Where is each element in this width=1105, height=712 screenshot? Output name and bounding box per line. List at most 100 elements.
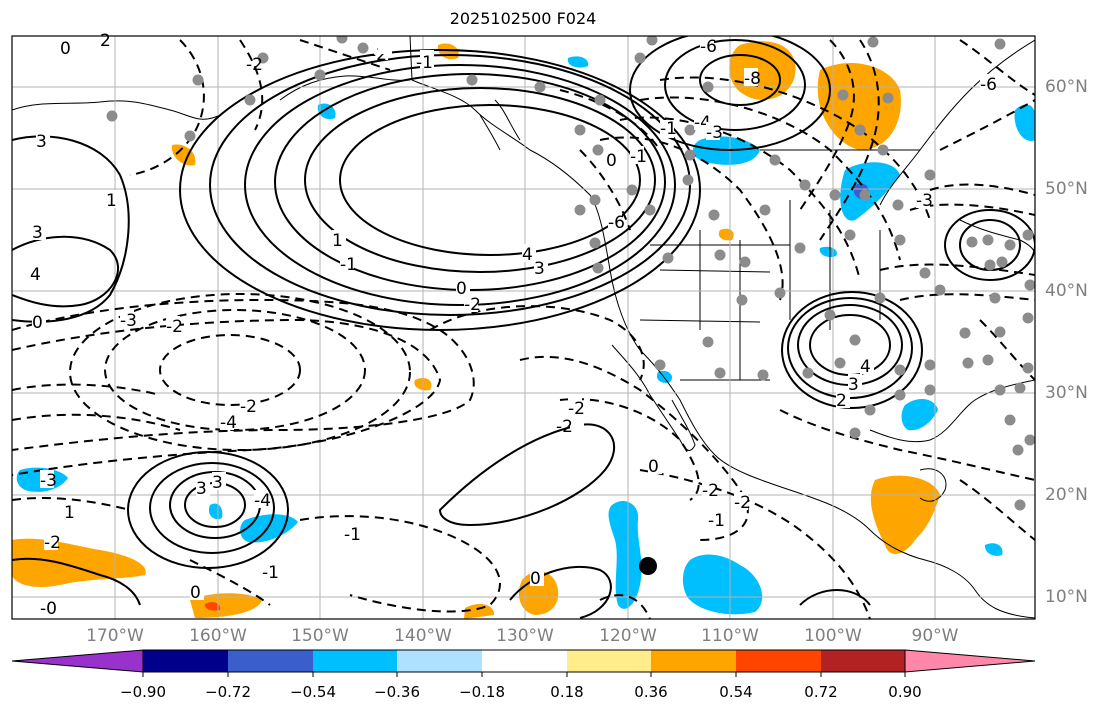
- shade-cyan: [984, 543, 1003, 556]
- colorbar-tick-label: 0.18: [550, 683, 584, 701]
- shade-orange: [12, 538, 146, 587]
- shade-cyan: [1014, 104, 1035, 141]
- colorbar-high-arrow: [904, 649, 1036, 673]
- contour-label: 0: [606, 151, 617, 171]
- contour-label: -1: [660, 119, 677, 139]
- contour-label: -1: [340, 255, 357, 275]
- colorbar-tick-label: 0.36: [634, 683, 668, 701]
- colorbar-bin: [736, 650, 821, 672]
- contour-label: -0: [40, 599, 57, 619]
- contour-label: -2: [44, 533, 61, 553]
- station-dots: [106, 36, 1035, 511]
- longitude-label: 120°W: [599, 626, 657, 646]
- contour-label: 4: [860, 357, 871, 377]
- colorbar-bin: [567, 650, 651, 672]
- map-frame: [11, 35, 1036, 620]
- contour-label: 0: [530, 569, 541, 589]
- contour-label: -2: [568, 399, 585, 419]
- contour-label: 4: [522, 245, 533, 265]
- contour-label: 3: [848, 375, 859, 395]
- colorbar-bin: [397, 650, 482, 672]
- colorbar-bin: [482, 650, 567, 672]
- shade-cyan: [682, 554, 763, 615]
- contour-label: -3: [40, 471, 57, 491]
- contour-label: -1: [416, 53, 433, 73]
- colorbar-low-arrow: [11, 649, 144, 673]
- shade-orange: [729, 41, 796, 100]
- contour-label: -2: [702, 481, 719, 501]
- contour-label: 0: [60, 39, 71, 59]
- shade-cyan: [317, 103, 336, 120]
- shade-cyan: [567, 56, 589, 68]
- shade-orange: [817, 62, 901, 150]
- colorbar: [11, 649, 1036, 677]
- colorbar-tick-label: −0.36: [374, 683, 420, 701]
- contour-label: -4: [254, 491, 271, 511]
- contour-label: 4: [30, 265, 41, 285]
- contour-label: -6: [608, 213, 625, 233]
- latitude-label: 20°N: [1045, 485, 1088, 505]
- contour-labels: 0 2 -1 -2 3 1 4 3 0 1 4 3 -3 -2 0 -6 -6 …: [30, 31, 997, 619]
- negative-contours: [12, 39, 1035, 619]
- contour-label: -6: [700, 37, 717, 57]
- latitude-label: 30°N: [1045, 383, 1088, 403]
- colorbar-tick-label: 0.54: [719, 683, 753, 701]
- contour-label: -4: [220, 413, 237, 433]
- latitude-label: 50°N: [1045, 179, 1088, 199]
- longitude-label: 170°W: [86, 626, 144, 646]
- highlight-station: [639, 557, 657, 575]
- colorbar-tick-label: −0.72: [205, 683, 251, 701]
- contour-label: 1: [64, 503, 75, 523]
- shade-orange: [464, 604, 495, 619]
- contour-label: 0: [456, 279, 467, 299]
- contour-label: 3: [534, 259, 545, 279]
- shade-cyan: [208, 503, 223, 520]
- contour-label: 1: [332, 231, 343, 251]
- longitude-label: 130°W: [496, 626, 554, 646]
- colorbar-bin: [821, 650, 905, 672]
- colorbar-bin: [651, 650, 736, 672]
- contour-label: -1: [630, 147, 647, 167]
- longitude-label: 160°W: [189, 626, 247, 646]
- contour-label: -3: [916, 191, 933, 211]
- contour-label: -2: [464, 295, 481, 315]
- colorbar-tick-label: −0.90: [120, 683, 166, 701]
- latitude-label: 10°N: [1045, 587, 1088, 607]
- lat-lon-grid: [12, 36, 1035, 619]
- colorbar-bin: [313, 650, 397, 672]
- contour-label: -1: [262, 563, 279, 583]
- colorbar-bin: [228, 650, 313, 672]
- contour-label: -3: [706, 123, 723, 143]
- latitude-label: 60°N: [1045, 77, 1088, 97]
- contour-label: 1: [106, 191, 117, 211]
- colorbar-bin: [143, 650, 228, 672]
- longitude-label: 150°W: [291, 626, 349, 646]
- colorbar-tick-label: −0.18: [459, 683, 505, 701]
- shade-cyan: [608, 500, 642, 609]
- contour-label: 2: [100, 31, 111, 51]
- contour-label: 3: [196, 479, 207, 499]
- map-title: 2025102500 F024: [449, 9, 597, 28]
- shade-cyan: [901, 398, 938, 431]
- contour-label: -2: [240, 397, 257, 417]
- shade-orange: [171, 144, 196, 166]
- longitude-label: 140°W: [394, 626, 452, 646]
- longitude-label: 90°W: [911, 626, 959, 646]
- contour-label: 0: [32, 313, 43, 333]
- contour-label: 3: [212, 473, 223, 493]
- latitude-label: 40°N: [1045, 281, 1088, 301]
- contour-label: 2: [836, 391, 847, 411]
- shade-cyan: [840, 162, 900, 221]
- contour-label: -1: [344, 525, 361, 545]
- contour-label: -2: [556, 417, 573, 437]
- shade-red: [204, 602, 221, 611]
- colorbar-tick-label: 0.72: [804, 683, 838, 701]
- contour-label: -2: [166, 317, 183, 337]
- contour-label: -2: [246, 55, 263, 75]
- contour-label: 0: [190, 583, 201, 603]
- contour-label: -8: [744, 69, 761, 89]
- colorbar-frame: [142, 649, 906, 673]
- colorbar-tick-label: −0.54: [290, 683, 336, 701]
- contour-label: -1: [708, 511, 725, 531]
